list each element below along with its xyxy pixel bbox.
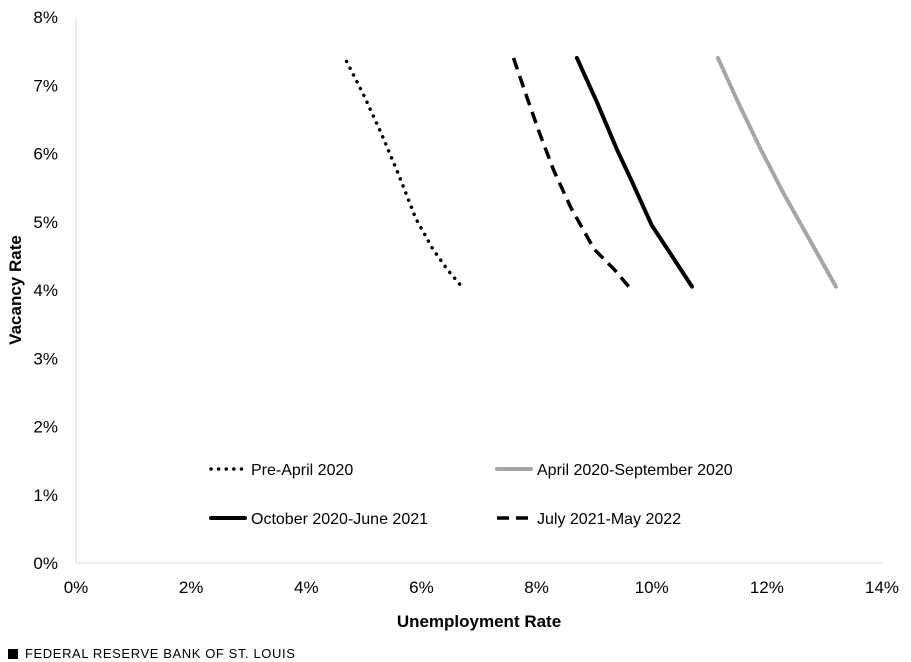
y-tick-label: 7%	[33, 76, 58, 95]
y-tick-label: 5%	[33, 213, 58, 232]
x-tick-label: 8%	[524, 578, 549, 597]
y-tick-label: 8%	[33, 8, 58, 27]
y-axis-title: Vacancy Rate	[6, 235, 25, 345]
x-axis-ticks: 0% 2% 4% 6% 8% 10% 12% 14%	[64, 578, 899, 597]
axes	[75, 17, 882, 564]
series-line	[715, 55, 838, 289]
series-line	[511, 57, 631, 288]
y-axis-ticks: 0% 1% 2% 3% 4% 5% 6% 7% 8%	[33, 8, 58, 573]
footer-square-icon	[8, 648, 18, 659]
y-tick-label: 1%	[33, 486, 58, 505]
series-line	[574, 55, 694, 289]
legend-label: July 2021-May 2022	[537, 511, 681, 528]
x-tick-label: 10%	[635, 578, 669, 597]
y-tick-label: 3%	[33, 349, 58, 368]
y-tick-label: 0%	[33, 554, 58, 573]
y-tick-label: 4%	[33, 281, 58, 300]
x-tick-label: 0%	[64, 578, 89, 597]
y-tick-label: 6%	[33, 145, 58, 164]
footer-source: FEDERAL RESERVE BANK OF ST. LOUIS	[8, 646, 295, 661]
legend: Pre-April 2020 April 2020-September 2020 O…	[209, 462, 733, 528]
y-tick-label: 2%	[33, 418, 58, 437]
footer-source-text: FEDERAL RESERVE BANK OF ST. LOUIS	[25, 646, 296, 661]
x-tick-label: 12%	[750, 578, 784, 597]
x-tick-label: 6%	[409, 578, 434, 597]
legend-label: Pre-April 2020	[251, 462, 353, 479]
series-group	[344, 55, 838, 289]
legend-label: October 2020-June 2021	[251, 511, 428, 528]
x-tick-label: 4%	[294, 578, 319, 597]
x-tick-label: 14%	[865, 578, 899, 597]
x-tick-label: 2%	[179, 578, 204, 597]
x-axis-title: Unemployment Rate	[397, 612, 561, 631]
series-line	[344, 59, 464, 289]
legend-label: April 2020-September 2020	[537, 462, 733, 479]
